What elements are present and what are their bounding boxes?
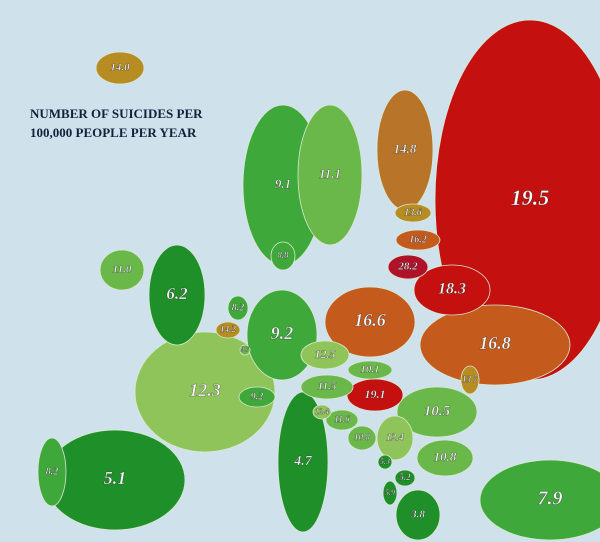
region-label: 19.5 [511,185,550,210]
region-label: 10.8 [354,432,370,442]
region [300,374,354,400]
region [227,295,249,321]
region [300,340,350,370]
region-label: 19.1 [365,387,386,401]
regions [37,19,600,541]
region-label: 18.3 [438,281,466,298]
region-label: 12.4 [386,432,404,443]
region-label: 7.9 [538,488,563,510]
region [37,437,67,507]
region-label: 8.8 [277,250,289,260]
region [396,386,478,438]
region-label: 9.2 [271,323,294,343]
region-label: 28.2 [397,261,418,273]
region-label: 8.2 [46,466,59,477]
region-label: 14.2 [220,324,236,334]
region [394,469,416,487]
region [395,229,441,251]
region [394,203,432,223]
region-label: 13.7 [462,374,478,384]
region-label: 3.8 [410,509,425,521]
region-label: 11.0 [113,264,132,276]
region [99,249,145,291]
region-label: 9.2 [251,391,264,402]
region [215,321,241,339]
region [376,415,414,461]
region [312,404,332,420]
region [413,264,491,316]
region-label: 6.2 [166,284,188,303]
region-label: 9.1 [275,176,291,191]
region [460,365,480,395]
region-label: 5.3 [380,457,390,466]
region [246,289,318,381]
region-label: 5.9 [385,488,395,497]
region-label: 10.5 [424,403,451,419]
region [324,286,416,358]
region-label: 12.4 [315,407,329,416]
region-label: 5.1 [104,468,127,488]
region-label: 11.5 [318,381,337,393]
region [377,454,393,470]
region [419,304,571,386]
region [347,425,377,451]
region [416,439,474,477]
region [382,480,398,506]
labels: 14.0 11.1 9.1 14.8 19.5 13.6 16.2 28.2 18.3 11.0 6… [45,61,563,521]
region-label: 14.0 [110,62,130,74]
title-line: NUMBER OF SUICIDES PER [30,106,203,121]
region-label: 13.6 [404,207,422,218]
region-label: 11.1 [319,166,341,181]
region [134,331,276,453]
region-label: 10.8 [434,449,457,464]
region-label: 16.6 [354,310,386,330]
region [347,360,393,380]
region-label: 10.1 [360,364,379,376]
region-label: 14.8 [394,141,417,156]
region-label: 9.7 [241,346,250,354]
title-line: 100,000 PEOPLE PER YEAR [30,125,197,140]
region-label: 16.2 [409,234,427,245]
region [297,104,363,246]
region [387,254,429,280]
region [395,489,441,541]
region [239,344,251,356]
region [238,386,276,408]
region-label: 8.2 [232,302,245,313]
region [148,244,206,346]
region [479,459,600,541]
region [95,51,145,85]
region-label: 12.5 [315,347,336,361]
region [270,241,296,271]
region-label: 5.2 [399,472,411,482]
region-label: 11.6 [334,414,350,424]
region-label: 4.7 [293,454,313,469]
region [325,409,359,431]
region-label: 16.8 [479,333,511,353]
region-label: 12.3 [189,380,221,400]
